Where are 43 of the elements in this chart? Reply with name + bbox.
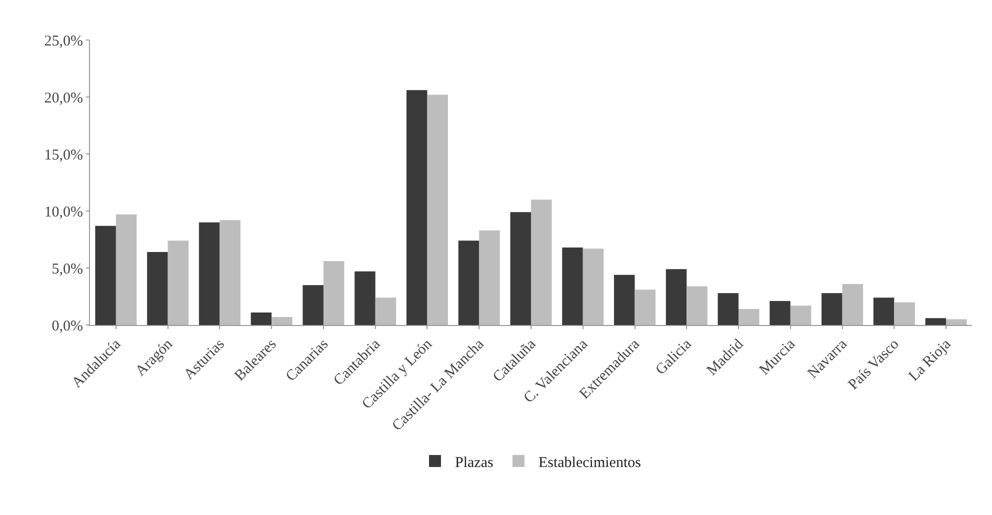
bar	[198, 222, 220, 325]
bar	[375, 298, 396, 325]
bar	[479, 230, 500, 325]
bar	[250, 312, 272, 325]
bar	[168, 240, 189, 325]
legend-label: Establecimientos	[538, 454, 642, 471]
bar	[147, 252, 168, 325]
bar	[272, 317, 292, 325]
bar	[925, 318, 946, 325]
bar	[634, 290, 656, 325]
bar	[718, 293, 739, 325]
y-tick-label: 25,0%	[44, 33, 83, 50]
x-tick-label: País Vasco	[846, 336, 902, 394]
bar	[770, 301, 790, 325]
bar	[666, 269, 687, 325]
bar	[562, 247, 583, 325]
y-tick-label: 0,0%	[52, 318, 83, 334]
bar	[686, 286, 708, 325]
bar	[873, 298, 894, 325]
bar	[842, 284, 864, 325]
y-tick-label: 10,0%	[44, 204, 83, 220]
bar	[790, 306, 812, 325]
bar	[510, 212, 531, 325]
y-tick-label: 20,0%	[44, 90, 83, 106]
bar	[406, 90, 428, 325]
bar	[354, 271, 376, 325]
bar	[302, 285, 324, 325]
bar	[822, 293, 842, 325]
bar	[582, 248, 604, 325]
bar	[95, 226, 116, 325]
y-tick-label: 15,0%	[44, 147, 83, 164]
y-tick-label: 5,0%	[52, 261, 83, 278]
bar	[427, 94, 448, 325]
bar	[614, 274, 635, 325]
bar	[946, 319, 967, 325]
bar	[323, 261, 344, 325]
bar	[531, 200, 552, 325]
bar	[116, 214, 137, 325]
legend-label: Plazas	[455, 454, 494, 471]
bar	[458, 240, 480, 325]
bar	[738, 309, 760, 325]
bar	[894, 302, 915, 325]
bar	[220, 220, 240, 325]
